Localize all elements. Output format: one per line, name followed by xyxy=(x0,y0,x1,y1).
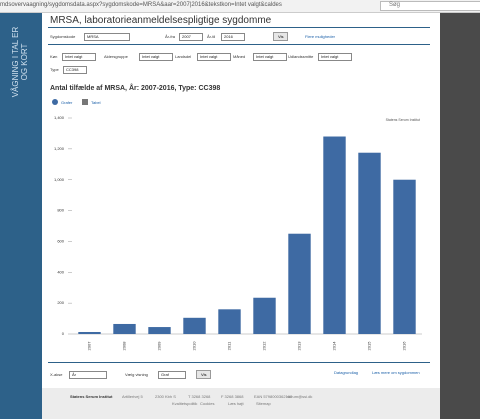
y-tick-label: 600 xyxy=(57,238,64,243)
x-tick-label: 2012 xyxy=(262,341,267,351)
tab[interactable]: Grafer xyxy=(61,100,73,105)
bar xyxy=(288,233,311,334)
x-tick-label: 2009 xyxy=(157,341,162,351)
filter-label: Aldersgruppe xyxy=(104,54,128,59)
footer-item: serum@ssi.dk xyxy=(287,394,313,399)
select[interactable]: Intet valgt xyxy=(139,53,173,61)
filter-label: Landsdel xyxy=(175,54,192,59)
select[interactable]: Intet valgt xyxy=(318,53,352,61)
bar xyxy=(148,327,171,334)
field-label: År-til xyxy=(207,34,216,39)
bar xyxy=(218,309,241,334)
y-tick-label: 0 xyxy=(62,331,65,336)
chart-title: Antal tilfælde af MRSA, År: 2007-2016, T… xyxy=(50,85,221,92)
sidebar: VÅGNING I TAL ER OG KORT xyxy=(0,13,42,419)
tab[interactable]: Tabel xyxy=(91,100,101,105)
tab-icon xyxy=(82,99,88,105)
y-tick-label: 800 xyxy=(57,208,64,213)
tab-icon xyxy=(52,99,58,105)
field-label: Sygdomskode xyxy=(50,34,76,39)
bar xyxy=(393,179,416,334)
x-tick-label: 2015 xyxy=(367,341,372,351)
bar xyxy=(253,297,276,334)
browser-bar: mdsovervaagning/sygdomsdata.aspx?sygdoms… xyxy=(0,0,480,13)
footer-link[interactable]: Kvalitetspolitik xyxy=(172,401,198,406)
field-label: År-fra xyxy=(165,34,175,39)
select[interactable]: År xyxy=(69,371,107,379)
url[interactable]: mdsovervaagning/sygdomsdata.aspx?sygdoms… xyxy=(0,2,282,8)
field-label: Vælg visning xyxy=(125,372,148,377)
x-tick-label: 2007 xyxy=(87,341,92,351)
select[interactable]: CC398 xyxy=(63,66,87,74)
bar xyxy=(358,152,381,334)
x-tick-label: 2016 xyxy=(402,341,407,351)
page-title: MRSA, laboratorieanmeldelsespligtige syg… xyxy=(50,15,272,26)
select[interactable]: Intet valgt xyxy=(253,53,287,61)
search-box[interactable]: Søg xyxy=(380,1,480,11)
select[interactable]: Intet valgt xyxy=(62,53,96,61)
footer-item: 2300 Kbh S xyxy=(155,394,176,399)
link[interactable]: Læs mere om sygdommen xyxy=(372,370,420,375)
x-tick-label: 2013 xyxy=(297,341,302,351)
footer-item: F 3268 3868 xyxy=(221,394,244,399)
footer-link[interactable]: Læs højt xyxy=(228,401,244,406)
footer-link[interactable]: Cookies xyxy=(200,401,215,406)
field-label: X-akse xyxy=(50,372,63,377)
footer-item: Artillerivej 5 xyxy=(122,394,143,399)
link[interactable]: Flere muligheder xyxy=(305,34,336,39)
bar xyxy=(113,323,136,334)
chart: Statens Serum Institut 0 200 400 600 800 1,000… xyxy=(54,115,422,351)
x-tick-label: 2014 xyxy=(332,341,337,351)
sidebar-text: VÅGNING I TAL ER OG KORT xyxy=(11,26,29,98)
chart-source: Statens Serum Institut xyxy=(386,118,420,122)
footer-item: EAN 5798000362192 xyxy=(254,394,293,399)
bar xyxy=(183,317,206,334)
y-tick-label: 1,400 xyxy=(54,115,65,120)
button[interactable]: Vis xyxy=(196,370,212,379)
button[interactable]: Vis xyxy=(273,32,289,41)
select[interactable]: 2007 xyxy=(179,33,203,41)
rule xyxy=(48,44,430,45)
link[interactable]: Datagrundlag xyxy=(334,370,359,375)
select[interactable]: Graf xyxy=(158,371,186,379)
select[interactable]: Intet valgt xyxy=(197,53,231,61)
y-tick-label: 1,000 xyxy=(54,177,65,182)
x-tick-label: 2011 xyxy=(227,341,232,350)
y-tick-label: 1,200 xyxy=(54,146,65,151)
filter-label: Køn xyxy=(50,54,58,59)
footer xyxy=(42,388,440,419)
rule xyxy=(48,362,430,363)
y-tick-label: 200 xyxy=(57,300,64,305)
y-tick-label: 400 xyxy=(57,269,64,274)
x-tick-label: 2008 xyxy=(122,341,127,351)
bar xyxy=(323,136,346,334)
select[interactable]: MRSA xyxy=(84,33,130,41)
x-tick-label: 2010 xyxy=(192,341,197,351)
bar xyxy=(78,331,101,334)
filter-label: Udlandssmitte xyxy=(288,54,314,59)
footer-link[interactable]: Sitemap xyxy=(256,401,271,406)
rule xyxy=(48,27,430,28)
filter-label: Type xyxy=(50,67,59,72)
footer-name: Statens Serum Institut xyxy=(70,394,113,399)
select[interactable]: 2016 xyxy=(221,33,245,41)
filter-label: Måned xyxy=(233,54,246,59)
footer-item: T 3268 3268 xyxy=(188,394,211,399)
